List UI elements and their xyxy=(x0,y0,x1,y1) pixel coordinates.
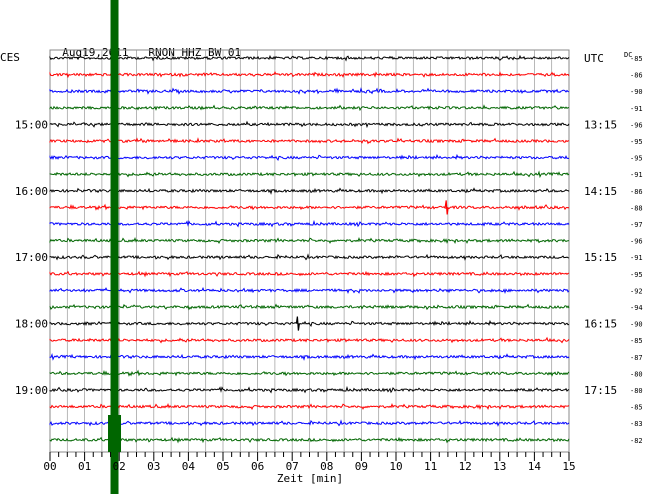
left-time-label: 17:00 xyxy=(15,251,48,264)
dc-offset-label: -83 xyxy=(630,420,643,428)
x-tick-label: 09 xyxy=(355,460,368,473)
x-tick-label: 11 xyxy=(424,460,437,473)
right-time-label: 16:15 xyxy=(584,318,617,331)
seismic-trace xyxy=(49,402,570,410)
x-axis-label: Zeit [min] xyxy=(277,472,343,485)
left-time-label: 19:00 xyxy=(15,384,48,397)
x-tick-label: 00 xyxy=(43,460,56,473)
dc-offset-label: -90 xyxy=(630,88,643,96)
x-tick-label: 10 xyxy=(389,460,402,473)
x-tick-label: 07 xyxy=(286,460,299,473)
x-axis: 00 01 02 03 04 05 06 07 08 09 10 11 12 13 14 15 xyxy=(43,452,576,473)
left-time-label: 18:00 xyxy=(15,318,48,331)
seismic-trace xyxy=(49,352,570,361)
right-time-label: 13:15 xyxy=(584,118,617,131)
x-tick-label: 01 xyxy=(78,460,91,473)
x-tick-label: 08 xyxy=(320,460,333,473)
seismic-trace xyxy=(49,303,570,311)
seismic-trace xyxy=(49,270,570,278)
dc-offset-label: -86 xyxy=(630,188,643,196)
right-time-label: 14:15 xyxy=(584,185,617,198)
seismic-trace xyxy=(49,253,570,261)
dc-offset-label: -87 xyxy=(630,354,643,362)
dc-offset-label: -80 xyxy=(630,387,643,395)
traces xyxy=(49,54,570,444)
x-tick-label: 13 xyxy=(493,460,506,473)
seismic-trace xyxy=(49,385,570,394)
x-tick-label: 06 xyxy=(251,460,264,473)
dc-offset-label: -97 xyxy=(630,221,643,229)
trace-spike xyxy=(295,316,300,331)
seismic-trace xyxy=(49,137,570,145)
seismic-trace xyxy=(49,203,570,211)
seismic-trace xyxy=(49,104,570,112)
seismic-trace xyxy=(49,319,570,327)
x-tick-label: 02 xyxy=(113,460,126,473)
seismic-trace xyxy=(49,436,570,444)
dc-offset-label: -88 xyxy=(630,204,643,212)
dc-offset-label: -91 xyxy=(630,254,643,262)
dc-offset-label: -85 xyxy=(630,55,643,63)
dc-offset-label: -95 xyxy=(630,271,643,279)
x-tick-label: 12 xyxy=(459,460,472,473)
dc-offset-label: -85 xyxy=(630,404,643,412)
event-band xyxy=(110,0,119,494)
seismic-trace xyxy=(49,71,570,79)
seismic-trace xyxy=(49,336,570,344)
event-band xyxy=(108,0,122,494)
dc-offset-label: -86 xyxy=(630,72,643,80)
dc-offset-label: -90 xyxy=(630,321,643,329)
seismic-trace xyxy=(49,369,570,377)
right-time-label: 15:15 xyxy=(584,251,617,264)
dc-offset-label: -82 xyxy=(630,437,643,445)
x-tick-label: 04 xyxy=(182,460,196,473)
dc-offset-label: -91 xyxy=(630,105,643,113)
dc-offset-label: -92 xyxy=(630,287,643,295)
dc-label: DC xyxy=(624,51,632,59)
seismic-trace xyxy=(49,170,570,179)
seismic-trace xyxy=(49,236,570,244)
seismic-trace xyxy=(49,419,570,427)
dc-offset-label: -85 xyxy=(630,337,643,345)
chart-station: RNON HHZ BW 01 xyxy=(148,46,242,59)
grid xyxy=(49,49,570,453)
dc-offset-label: -96 xyxy=(630,121,643,129)
dc-offset-label: -95 xyxy=(630,138,643,146)
dc-offset-label: -91 xyxy=(630,171,643,179)
seismic-trace xyxy=(49,120,570,129)
dc-offset-label: -96 xyxy=(630,238,643,246)
left-zone-label: CES xyxy=(0,51,20,64)
x-tick-label: 03 xyxy=(147,460,160,473)
left-time-label: 16:00 xyxy=(15,185,48,198)
dc-offset-label: -94 xyxy=(630,304,643,312)
event-band-burst xyxy=(108,415,122,452)
seismic-trace xyxy=(49,187,570,195)
side-labels: 15:00 16:00 17:00 18:00 19:00 UTC 13:15 14:15 15… xyxy=(15,52,643,445)
seismic-trace xyxy=(49,153,570,161)
right-time-label: UTC xyxy=(584,52,604,65)
right-time-label: 17:15 xyxy=(584,384,617,397)
seismic-trace xyxy=(49,219,570,228)
trace-spike xyxy=(444,200,449,215)
dc-offset-label: -80 xyxy=(630,370,643,378)
seismic-trace xyxy=(49,286,570,295)
left-time-label: 15:00 xyxy=(15,118,48,131)
x-tick-label: 14 xyxy=(528,460,542,473)
x-tick-label: 05 xyxy=(216,460,229,473)
dc-offset-label: -95 xyxy=(630,155,643,163)
x-tick-label: 15 xyxy=(562,460,575,473)
seismic-trace xyxy=(49,54,570,62)
seismic-trace xyxy=(49,87,570,95)
